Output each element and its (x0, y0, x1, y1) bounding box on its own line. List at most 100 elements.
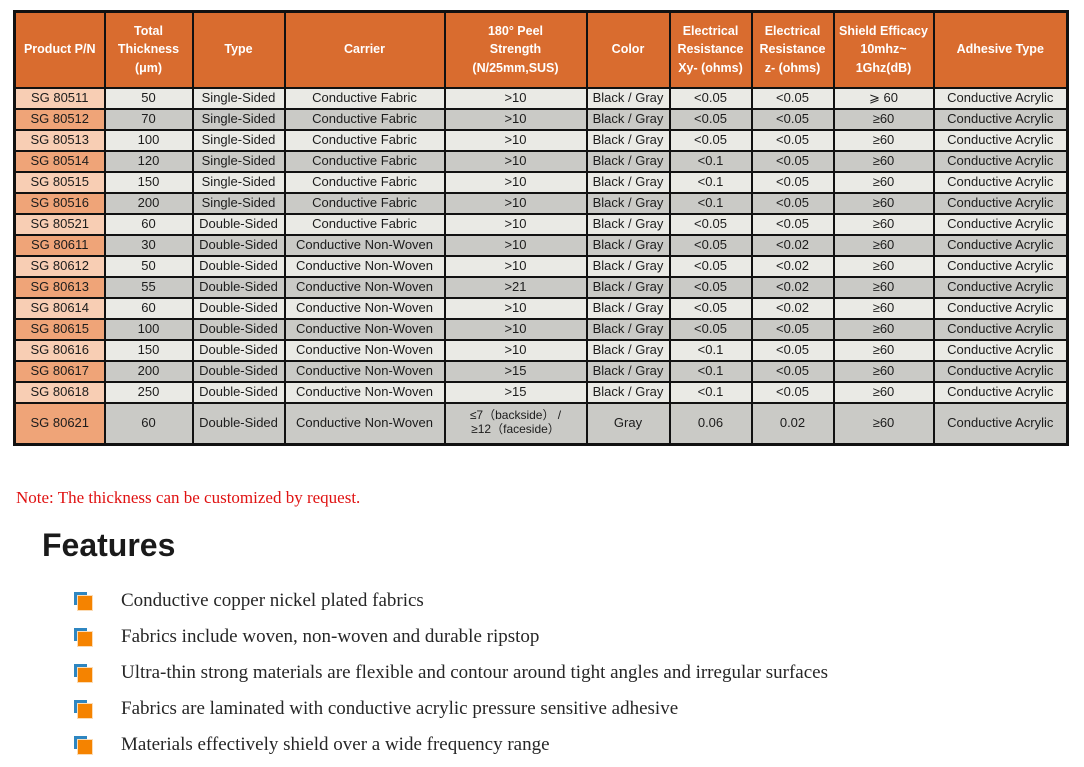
table-cell: Black / Gray (585, 170, 671, 194)
table-cell: Conductive Acrylic (932, 233, 1069, 257)
table-cell: Conductive Acrylic (932, 317, 1069, 341)
header-row: Product P/N Total Thickness (μm) Type Carri… (13, 10, 1069, 89)
table-cell: Conductive Fabric (283, 107, 446, 131)
table-cell: 50 (103, 254, 194, 278)
table-cell: Double-Sided (191, 401, 286, 446)
table-row: SG 80615 100 Double-Sided Conductive Non-Wo… (13, 317, 1069, 341)
table-cell: <0.1 (668, 359, 753, 383)
product-cell: SG 80516 (13, 191, 106, 215)
table-cell: Black / Gray (585, 233, 671, 257)
table-cell: <0.1 (668, 338, 753, 362)
table-cell: <0.05 (750, 149, 835, 173)
table-cell: Conductive Acrylic (932, 149, 1069, 173)
table-cell: Black / Gray (585, 191, 671, 215)
table-cell: Black / Gray (585, 149, 671, 173)
table-cell: Conductive Non-Woven (283, 401, 446, 446)
bullet-square-icon (74, 735, 93, 755)
table-cell: <0.05 (750, 338, 835, 362)
table-cell: Conductive Fabric (283, 191, 446, 215)
table-cell: Conductive Acrylic (932, 401, 1069, 446)
table-cell: Black / Gray (585, 338, 671, 362)
table-cell: Conductive Non-Woven (283, 233, 446, 257)
table-cell: 0.02 (750, 401, 835, 446)
product-cell: SG 80515 (13, 170, 106, 194)
table-cell: Conductive Acrylic (932, 275, 1069, 299)
product-cell: SG 80618 (13, 380, 106, 404)
feature-text: Materials effectively shield over a wide… (121, 734, 550, 755)
table-cell: <0.05 (668, 296, 753, 320)
column-header: Total Thickness (μm) (103, 10, 194, 89)
features-heading: Features (42, 527, 176, 563)
table-cell: Conductive Fabric (283, 128, 446, 152)
table-row: SG 80621 60 Double-Sided Conductive Non-Wov… (13, 401, 1069, 446)
product-cell: SG 80612 (13, 254, 106, 278)
table-cell: <0.05 (750, 317, 835, 341)
feature-text: Ultra-thin strong materials are flexible… (121, 662, 828, 683)
table-cell: >15 (443, 380, 588, 404)
table-cell: 60 (103, 401, 194, 446)
table-cell: Black / Gray (585, 317, 671, 341)
table-cell: >15 (443, 359, 588, 383)
table-row: SG 80521 60 Double-Sided Conductive Fabric >… (13, 212, 1069, 236)
table-cell: Conductive Acrylic (932, 254, 1069, 278)
table-cell: <0.05 (750, 170, 835, 194)
feature-text: Conductive copper nickel plated fabrics (121, 590, 424, 611)
table-cell: ≤7（backside） / ≥12（faceside） (443, 401, 588, 446)
table-cell: >10 (443, 212, 588, 236)
table-cell: Conductive Non-Woven (283, 380, 446, 404)
table-cell: >10 (443, 338, 588, 362)
column-header: Adhesive Type (932, 10, 1069, 89)
table-cell: <0.1 (668, 170, 753, 194)
table-cell: <0.1 (668, 149, 753, 173)
bullet-square-icon (74, 627, 93, 647)
table-cell: Single-Sided (191, 128, 286, 152)
table-cell: <0.05 (668, 107, 753, 131)
table-cell: ⩾ 60 (832, 86, 935, 110)
feature-text: Fabrics are laminated with conductive ac… (121, 698, 679, 719)
table-row: SG 80514 120 Single-Sided Conductive Fabric… (13, 149, 1069, 173)
table-cell: <0.05 (668, 317, 753, 341)
table-cell: Black / Gray (585, 128, 671, 152)
table-cell: Conductive Acrylic (932, 86, 1069, 110)
table-cell: >10 (443, 170, 588, 194)
table-cell: 70 (103, 107, 194, 131)
table-cell: Conductive Non-Woven (283, 317, 446, 341)
table-row: SG 80613 55 Double-Sided Conductive Non-Wov… (13, 275, 1069, 299)
table-cell: Black / Gray (585, 296, 671, 320)
feature-item: Ultra-thin strong materials are flexible… (74, 661, 828, 685)
table-cell: <0.05 (668, 233, 753, 257)
column-header: Product P/N (13, 10, 106, 89)
table-cell: Single-Sided (191, 149, 286, 173)
product-cell: SG 80617 (13, 359, 106, 383)
spec-table: Product P/N Total Thickness (μm) Type Carri… (13, 10, 1069, 446)
table-cell: 60 (103, 212, 194, 236)
bullet-orange-square (77, 702, 93, 719)
table-cell: Conductive Acrylic (932, 380, 1069, 404)
table-cell: ≥60 (832, 338, 935, 362)
table-cell: Black / Gray (585, 86, 671, 110)
table-cell: >10 (443, 86, 588, 110)
column-header: Color (585, 10, 671, 89)
table-cell: 150 (103, 338, 194, 362)
table-cell: ≥60 (832, 359, 935, 383)
table-cell: >10 (443, 128, 588, 152)
table-cell: Conductive Fabric (283, 149, 446, 173)
table-cell: 150 (103, 170, 194, 194)
table-cell: Conductive Acrylic (932, 128, 1069, 152)
table-cell: Single-Sided (191, 86, 286, 110)
table-cell: <0.02 (750, 254, 835, 278)
table-cell: Black / Gray (585, 107, 671, 131)
table-cell: Conductive Non-Woven (283, 254, 446, 278)
feature-item: Fabrics are laminated with conductive ac… (74, 697, 828, 721)
table-cell: Double-Sided (191, 317, 286, 341)
table-cell: ≥60 (832, 254, 935, 278)
table-cell: Conductive Non-Woven (283, 359, 446, 383)
bullet-square-icon (74, 699, 93, 719)
table-cell: ≥60 (832, 317, 935, 341)
feature-text: Fabrics include woven, non-woven and dur… (121, 626, 540, 647)
table-cell: Gray (585, 401, 671, 446)
product-cell: SG 80521 (13, 212, 106, 236)
table-cell: Double-Sided (191, 338, 286, 362)
table-cell: <0.05 (750, 212, 835, 236)
table-row: SG 80617 200 Double-Sided Conductive Non-Wo… (13, 359, 1069, 383)
